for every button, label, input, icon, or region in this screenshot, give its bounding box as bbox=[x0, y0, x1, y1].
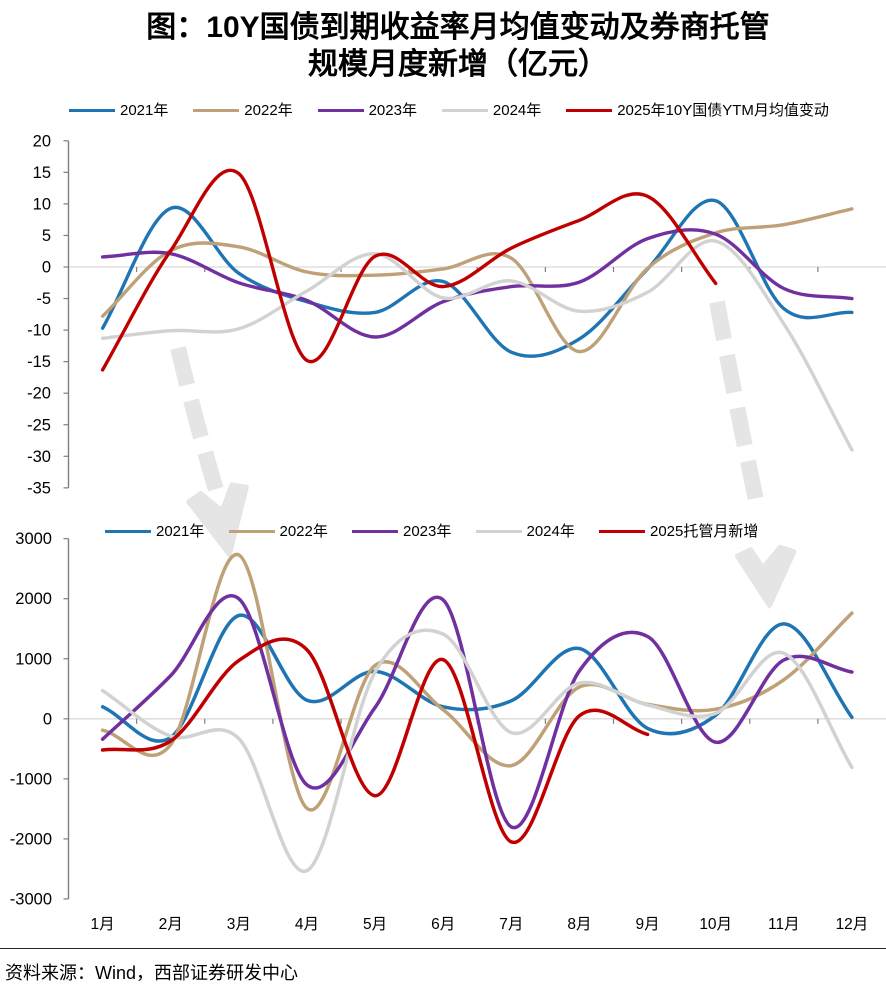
chart-title-line1: 图：10Y国债到期收益率月均值变动及券商托管 bbox=[146, 11, 770, 44]
y-tick-label: -30 bbox=[27, 448, 51, 466]
y-tick-label: 20 bbox=[33, 132, 51, 150]
series-line-2025托管月新增 bbox=[100, 637, 650, 844]
month-label: 2月 bbox=[159, 916, 183, 933]
legend-label: 2023年 bbox=[368, 102, 417, 119]
legend-label: 2025年10Y国债YTM月均值变动 bbox=[617, 102, 829, 119]
month-label: 10月 bbox=[699, 916, 732, 933]
series-lines bbox=[100, 553, 854, 873]
legend-line-sample bbox=[69, 109, 115, 112]
y-axis: 20 15 10 5 0 -5 -10 -15 -20 -25 -30 -35 bbox=[27, 132, 70, 497]
y-tick-label: 2000 bbox=[15, 590, 52, 608]
month-label: 1月 bbox=[91, 916, 115, 933]
legend-line-sample bbox=[105, 530, 151, 533]
legend-line-sample bbox=[566, 109, 613, 112]
legend-label: 2022年 bbox=[279, 523, 328, 540]
y-tick-label: 15 bbox=[33, 164, 51, 182]
legend-label: 2023年 bbox=[403, 523, 452, 540]
legend-line-sample bbox=[352, 530, 398, 533]
series-line-2023年 bbox=[100, 228, 854, 339]
legend-label: 2024年 bbox=[492, 102, 542, 119]
legend-label: 2021年 bbox=[120, 102, 169, 119]
legend-line-sample bbox=[599, 530, 645, 533]
chart-title: 图：10Y国债到期收益率月均值变动及券商托管 规模月度新增（亿元） bbox=[30, 9, 886, 83]
y-tick-label: 0 bbox=[42, 259, 51, 277]
month-label: 11月 bbox=[768, 916, 800, 933]
legend-top: 2021年 2022年 2023年 2024年 2025年10Y国债YTM月均值变动 bbox=[69, 102, 869, 120]
y-tick-label: -2000 bbox=[10, 830, 52, 848]
top-chart: 20 15 10 5 0 -5 -10 -15 -20 -25 -30 -35 bbox=[27, 132, 886, 497]
arrow-shaft-dashed bbox=[709, 300, 765, 507]
legend-label: 2022年 bbox=[244, 102, 293, 119]
month-label: 7月 bbox=[499, 916, 523, 933]
source-note: 资料来源：Wind，西部证券研发中心 bbox=[5, 963, 299, 983]
legend-line-sample bbox=[193, 109, 240, 112]
series-line-2023年 bbox=[100, 594, 854, 830]
arrow-head-icon bbox=[186, 482, 249, 557]
month-label: 8月 bbox=[567, 916, 591, 933]
y-tick-label: -5 bbox=[36, 290, 51, 308]
arrow-head-icon bbox=[735, 544, 797, 608]
y-tick-label: 3000 bbox=[15, 530, 52, 548]
y-tick-label: 0 bbox=[43, 710, 52, 728]
legend-line-sample bbox=[228, 530, 275, 533]
legend-label: 2021年 bbox=[156, 523, 205, 540]
y-axis: 3000 2000 1000 0 -1000 -2000 -3000 bbox=[10, 530, 70, 908]
month-label: 3月 bbox=[227, 916, 251, 933]
legend-line-sample bbox=[475, 530, 522, 533]
legend-bottom: 2021年 2022年 2023年 2024年 2025托管月新增 bbox=[105, 523, 825, 541]
dashed-arrow-2 bbox=[709, 300, 797, 608]
legend-line-sample bbox=[441, 109, 488, 112]
y-tick-label: -10 bbox=[27, 322, 51, 340]
legend-label: 2025托管月新增 bbox=[650, 523, 759, 540]
y-tick-label: 5 bbox=[42, 227, 51, 245]
chart-title-line2: 规模月度新增（亿元） bbox=[308, 48, 608, 81]
y-tick-label: -15 bbox=[27, 353, 51, 371]
y-tick-label: -1000 bbox=[10, 770, 52, 788]
series-line-2022年 bbox=[100, 553, 854, 812]
month-labels: 1月 2月 3月 4月 5月 6月 7月 8月 9月 10月 11月 12月 bbox=[91, 916, 869, 933]
y-tick-label: -20 bbox=[27, 385, 51, 403]
series-lines bbox=[100, 168, 854, 452]
series-line-2024年 bbox=[100, 628, 854, 873]
series-line-2024年 bbox=[100, 239, 854, 452]
legend-label: 2024年 bbox=[526, 523, 575, 540]
y-tick-label: -25 bbox=[27, 416, 51, 434]
legend-line-sample bbox=[317, 109, 364, 112]
dashed-arrow-1 bbox=[170, 346, 249, 557]
y-tick-label: 10 bbox=[33, 195, 51, 213]
month-label: 4月 bbox=[295, 916, 319, 933]
month-label: 12月 bbox=[836, 916, 869, 933]
arrow-shaft-dashed bbox=[170, 346, 227, 503]
y-tick-label: -35 bbox=[27, 479, 51, 497]
source-divider-line bbox=[0, 948, 886, 949]
month-label: 9月 bbox=[636, 916, 660, 933]
y-tick-label: 1000 bbox=[15, 650, 52, 668]
bottom-chart: 3000 2000 1000 0 -1000 -2000 -3000 1月 2月 3月 4月 5月 6月… bbox=[10, 530, 886, 933]
month-label: 6月 bbox=[431, 916, 455, 933]
y-tick-label: -3000 bbox=[10, 890, 52, 908]
month-label: 5月 bbox=[363, 916, 387, 933]
series-line-2025年10Y国债YTM月均值变动 bbox=[100, 168, 718, 372]
